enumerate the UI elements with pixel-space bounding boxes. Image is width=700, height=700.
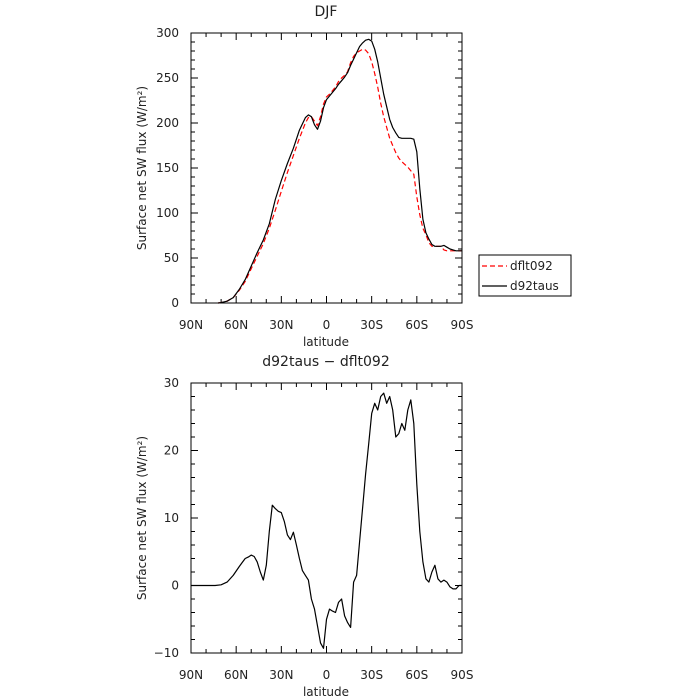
x-axis-label: latitude	[303, 685, 349, 699]
y-tick-label: 10	[164, 511, 179, 525]
y-axis-label: Surface net SW flux (W/m²)	[135, 86, 149, 250]
y-tick-label: 300	[156, 26, 179, 40]
x-axis-label: latitude	[303, 335, 349, 349]
plot-frame	[190, 382, 463, 654]
x-tick-label: 90N	[179, 318, 203, 332]
x-tick-label: 90N	[179, 668, 203, 682]
x-tick-label: 0	[323, 668, 331, 682]
y-tick-label: 0	[171, 296, 179, 310]
x-tick-label: 30N	[269, 668, 293, 682]
chart-title: d92taus − dflt092	[262, 354, 389, 370]
y-tick-label: 30	[164, 376, 179, 390]
y-tick-label: 250	[156, 71, 179, 85]
x-tick-label: 60N	[224, 668, 248, 682]
legend-box	[478, 254, 572, 297]
y-tick-label: 0	[171, 579, 179, 593]
legend-label-d92taus: d92taus	[510, 279, 559, 293]
y-axis-label: Surface net SW flux (W/m²)	[135, 436, 149, 600]
chart-title: DJF	[315, 4, 338, 20]
series-line-d92taus	[218, 38, 462, 304]
x-tick-label: 60S	[405, 318, 428, 332]
x-tick-label: 30S	[360, 318, 383, 332]
x-tick-label: 30N	[269, 318, 293, 332]
x-tick-label: 30S	[360, 668, 383, 682]
y-tick-label: 100	[156, 206, 179, 220]
bottom-panel-difference: d92taus − dflt092 90N 60N 30N 0 30S 60S 90S −10…	[135, 354, 473, 699]
y-tick-label: −10	[154, 646, 179, 660]
x-tick-label: 0	[323, 318, 331, 332]
x-tick-label: 60N	[224, 318, 248, 332]
series-line-dflt092	[218, 48, 462, 304]
y-tick-label: 200	[156, 116, 179, 130]
y-tick-label: 50	[164, 251, 179, 265]
x-tick-label: 60S	[405, 668, 428, 682]
plot-frame	[190, 32, 463, 304]
y-tick-label: 20	[164, 444, 179, 458]
legend-label-dflt092: dflt092	[510, 259, 553, 273]
legend: dflt092 d92taus	[478, 254, 572, 297]
series-line-0	[191, 392, 462, 649]
y-tick-label: 150	[156, 161, 179, 175]
top-panel-djf: DJF 90N 60N 30N 0 30S 60S 90S 0 50 100 150 200 250 30…	[135, 4, 572, 349]
x-tick-label: 90S	[451, 318, 474, 332]
x-tick-label: 90S	[451, 668, 474, 682]
